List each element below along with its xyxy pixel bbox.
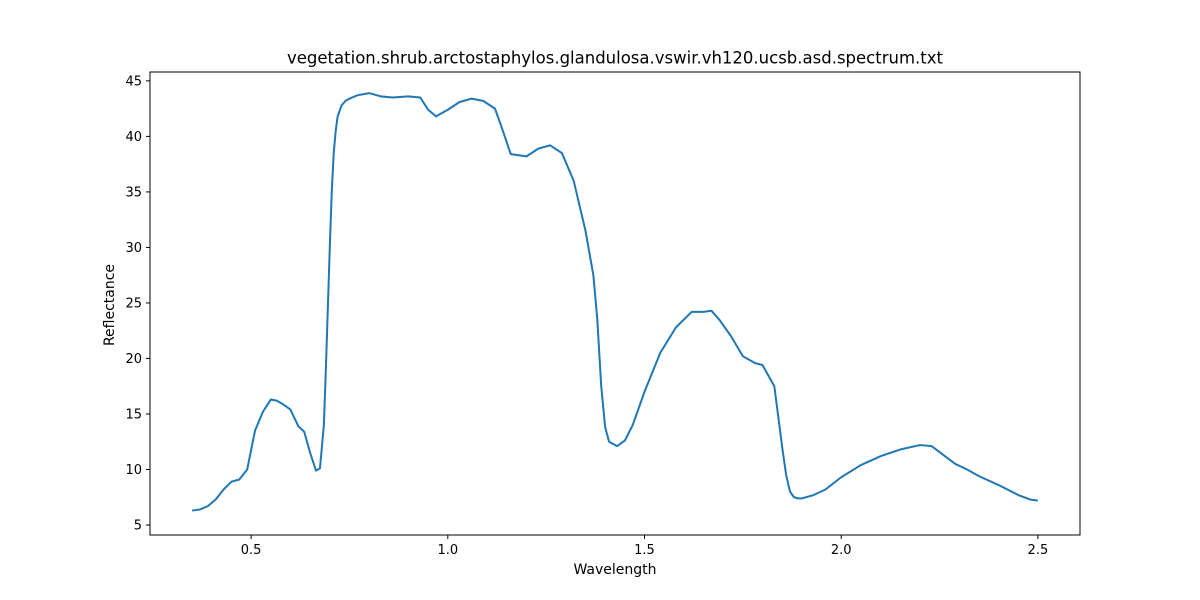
y-tick-label: 35: [125, 185, 142, 200]
y-tick-label: 30: [125, 241, 142, 256]
y-tick-label: 5: [134, 519, 142, 534]
y-tick-label: 20: [125, 352, 142, 367]
y-tick-label: 10: [125, 463, 142, 478]
plot-frame: [149, 71, 1081, 536]
x-axis-label: Wavelength: [573, 562, 656, 578]
y-tick-label: 15: [125, 407, 142, 422]
y-tick-label: 40: [125, 130, 142, 145]
x-tick-label: 2.5: [1028, 543, 1049, 558]
x-tick-label: 2.0: [831, 543, 852, 558]
y-tick-label: 45: [125, 74, 142, 89]
x-tick-label: 1.5: [634, 543, 655, 558]
chart-title: vegetation.shrub.arctostaphylos.glandulo…: [287, 49, 943, 68]
x-tick-label: 0.5: [241, 543, 262, 558]
series-line-spectrum: [191, 92, 1039, 512]
y-tick-label: 25: [125, 296, 142, 311]
plot-area: [149, 71, 1081, 536]
x-axis-ticks: 0.5 1.0 1.5 2.0 2.5: [241, 535, 1048, 558]
y-axis-ticks: 5 10 15 20 25 30 35 40 45: [125, 74, 150, 534]
y-axis-label: Reflectance: [102, 264, 118, 346]
x-tick-label: 1.0: [437, 543, 458, 558]
